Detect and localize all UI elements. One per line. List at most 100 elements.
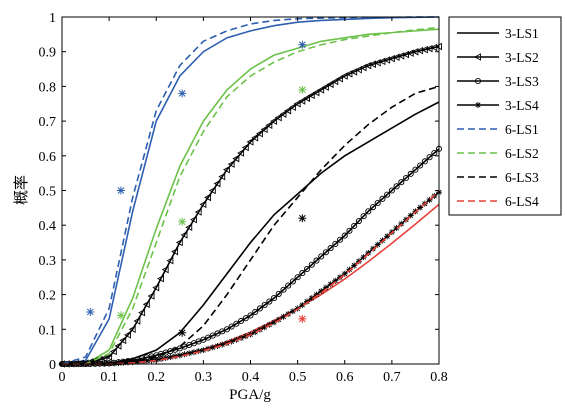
series-3-ls4-marker-69 — [384, 233, 391, 240]
series-3-ls4-marker-43 — [261, 324, 268, 331]
series-3-ls2-marker-43 — [260, 125, 268, 134]
series-6-ls3-line — [62, 85, 440, 365]
series-3-ls4-marker-28 — [190, 349, 197, 356]
legend-item-6-ls1: 6-LS1 — [457, 122, 539, 137]
series-3-ls3-marker-56 — [322, 249, 329, 256]
series-3-ls2-marker-18 — [142, 300, 150, 309]
scatter-point-6 — [178, 217, 187, 226]
series-3-ls3-marker-61 — [346, 227, 353, 234]
legend-item-3-ls4-marker — [475, 102, 481, 108]
legend-item-6-ls1-label: 6-LS1 — [505, 122, 539, 137]
y-tick-label-10: 1 — [49, 11, 56, 26]
series-3-ls3-marker-38 — [238, 317, 245, 325]
y-tick-label-9: 0.9 — [39, 46, 57, 61]
series-3-ls3-marker-51 — [299, 270, 306, 277]
series-3-ls3-marker-49 — [289, 278, 296, 285]
series-3-ls2-marker-69 — [383, 56, 391, 64]
series-3-ls2-marker-26 — [180, 231, 188, 239]
axis-ticks: 0 0.1 0.2 0.3 0.4 0.5 0.6 0.7 0.8 0 0.1 0.2 0.3 0.4 0.… — [39, 11, 448, 385]
x-axis-label: PGA/g — [229, 387, 271, 403]
series-3-ls4-marker-51 — [299, 302, 306, 309]
series-3-ls2-marker-63 — [354, 65, 362, 74]
plot-marks — [58, 16, 443, 368]
y-tick-label-0: 0 — [49, 358, 56, 373]
series-3-ls4-marker-58 — [332, 277, 339, 284]
series-3-ls2-marker-39 — [241, 143, 249, 152]
series-3-ls2-marker-25 — [175, 238, 183, 247]
legend-box — [448, 16, 562, 216]
series-6-ls4-line — [62, 190, 440, 365]
series-3-ls2-marker-22 — [161, 265, 169, 274]
legend-item-6-ls3: 6-LS3 — [457, 170, 539, 185]
series-3-ls3-marker-63 — [355, 217, 362, 225]
series-3-ls2-marker-70 — [387, 54, 395, 63]
x-tick-label-5: 0.5 — [289, 370, 307, 385]
x-tick-label-2: 0.2 — [148, 370, 166, 385]
series-3-ls2-marker-11 — [109, 347, 117, 356]
series-3-ls2-marker-12 — [114, 342, 122, 350]
series-3-ls2-marker-37 — [232, 154, 240, 163]
series-3-ls2-marker-14 — [124, 331, 131, 339]
series-3-ls2-marker-15 — [128, 325, 136, 334]
series-3-ls4-marker-41 — [252, 329, 259, 336]
scatter-point-7 — [298, 85, 307, 94]
scatter-points — [86, 40, 307, 337]
series-3-ls2-marker-40 — [246, 138, 254, 146]
series-3-ls3-marker-46 — [275, 290, 282, 297]
series-3-ls2-marker-54 — [312, 88, 320, 97]
series-3-ls4-marker-22 — [162, 355, 169, 362]
companion-line-3 — [62, 203, 440, 365]
series-3-ls4-marker-78 — [426, 196, 433, 203]
series-3-ls4-marker-49 — [289, 308, 296, 315]
series-3-ls3-marker-71 — [393, 183, 400, 190]
series-3-ls2-marker-19 — [147, 292, 155, 300]
series-3-ls2-marker-30 — [199, 200, 207, 209]
series-3-ls2-marker-48 — [284, 106, 292, 115]
scatter-point-3 — [178, 89, 187, 98]
series-3-ls2-marker-66 — [369, 60, 376, 68]
series-3-ls2-marker-38 — [237, 149, 245, 157]
series-3-ls2-marker-78 — [425, 44, 433, 53]
legend-item-3-ls2-label: 3-LS2 — [505, 50, 539, 65]
series-3-ls3-marker-50 — [294, 274, 301, 281]
series-3-ls4-marker-18 — [143, 357, 150, 364]
series-3-ls2-marker-59 — [336, 75, 343, 83]
scatter-point-9 — [298, 214, 307, 223]
series-3-ls2-marker-71 — [392, 53, 400, 62]
x-tick-label-6: 0.6 — [336, 370, 354, 385]
legend-item-6-ls2: 6-LS2 — [457, 146, 539, 161]
series-3-ls4-marker-74 — [407, 212, 414, 219]
series-3-ls3-marker-78 — [426, 154, 433, 161]
series-3-ls4-marker-60 — [341, 270, 348, 277]
series-3-ls3-marker-55 — [318, 253, 325, 260]
series-3-ls4-marker-54 — [313, 291, 320, 298]
companion-line-1 — [61, 16, 440, 365]
y-tick-label-2: 0.2 — [39, 289, 57, 304]
series-3-ls2-marker-47 — [279, 110, 287, 118]
series-3-ls2-marker-58 — [331, 77, 339, 86]
series-3-ls4-marker-55 — [318, 288, 325, 295]
series-3-ls2-marker-34 — [218, 172, 226, 181]
series-3-ls3-marker-75 — [412, 166, 419, 173]
series-3-ls2-marker-77 — [420, 45, 428, 54]
series-3-ls3-marker-54 — [313, 257, 320, 264]
series-3-ls2-marker-42 — [255, 129, 263, 138]
scatter-point-2 — [116, 186, 125, 195]
series-3-ls4-marker-36 — [228, 338, 235, 345]
series-3-ls3-marker-79 — [431, 149, 438, 157]
y-tick-label-5: 0.5 — [39, 185, 57, 200]
series-3-ls4-marker-34 — [219, 341, 226, 348]
series-3-ls2-marker-31 — [204, 193, 212, 202]
series-3-ls2-marker-55 — [317, 86, 325, 94]
x-tick-label-4: 0.4 — [242, 370, 260, 385]
series-3-ls3-marker-72 — [398, 179, 405, 186]
series-3-ls2-marker-32 — [208, 186, 216, 195]
scatter-point-1 — [86, 307, 95, 316]
series-3-ls3-marker-76 — [417, 162, 424, 169]
series-3-ls4-marker-62 — [351, 262, 358, 269]
series-3-ls3-marker-36 — [228, 323, 235, 330]
series-3-ls2-marker-23 — [166, 256, 174, 265]
legend-item-3-ls3: 3-LS3 — [457, 74, 539, 89]
series-3-ls3-marker-66 — [369, 204, 377, 211]
y-tick-label-8: 0.8 — [39, 80, 57, 95]
